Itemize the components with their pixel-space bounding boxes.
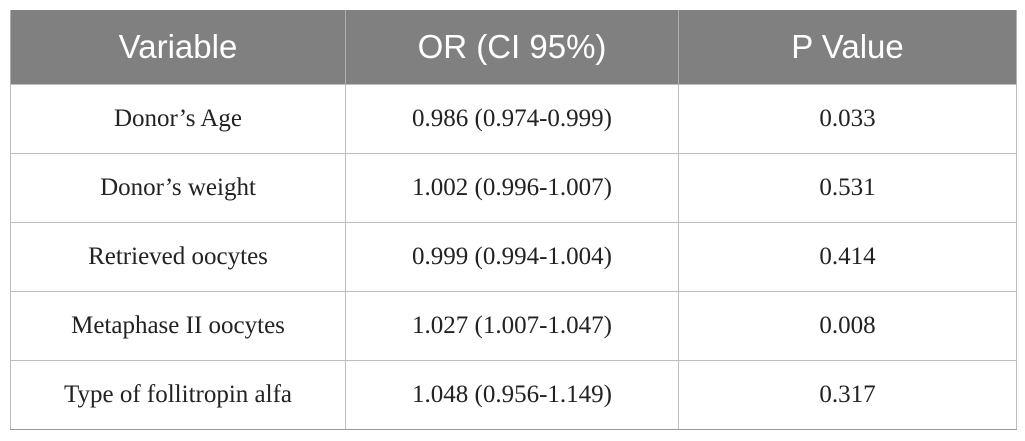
cell-or-ci: 1.027 (1.007-1.047) [345, 291, 679, 361]
header-p-value: P Value [678, 10, 1017, 85]
cell-p-value: 0.414 [678, 222, 1017, 292]
table-row: Donor’s weight 1.002 (0.996-1.007) 0.531 [10, 153, 1017, 223]
header-variable: Variable [10, 10, 346, 85]
table-row: Metaphase II oocytes 1.027 (1.007-1.047)… [10, 291, 1017, 361]
table-header-row: Variable OR (CI 95%) P Value [10, 10, 1017, 85]
results-table-container: Variable OR (CI 95%) P Value Donor’s Age… [10, 10, 1017, 430]
cell-variable: Donor’s weight [10, 153, 346, 223]
cell-variable: Metaphase II oocytes [10, 291, 346, 361]
odds-ratio-table: Variable OR (CI 95%) P Value Donor’s Age… [10, 10, 1017, 430]
header-or-ci: OR (CI 95%) [345, 10, 679, 85]
table-row: Type of follitropin alfa 1.048 (0.956-1.… [10, 360, 1017, 430]
cell-or-ci: 0.986 (0.974-0.999) [345, 84, 679, 154]
cell-p-value: 0.531 [678, 153, 1017, 223]
cell-p-value: 0.317 [678, 360, 1017, 430]
cell-or-ci: 1.048 (0.956-1.149) [345, 360, 679, 430]
table-row: Retrieved oocytes 0.999 (0.994-1.004) 0.… [10, 222, 1017, 292]
table-row: Donor’s Age 0.986 (0.974-0.999) 0.033 [10, 84, 1017, 154]
cell-or-ci: 1.002 (0.996-1.007) [345, 153, 679, 223]
cell-p-value: 0.008 [678, 291, 1017, 361]
cell-variable: Donor’s Age [10, 84, 346, 154]
cell-variable: Type of follitropin alfa [10, 360, 346, 430]
cell-variable: Retrieved oocytes [10, 222, 346, 292]
cell-or-ci: 0.999 (0.994-1.004) [345, 222, 679, 292]
cell-p-value: 0.033 [678, 84, 1017, 154]
